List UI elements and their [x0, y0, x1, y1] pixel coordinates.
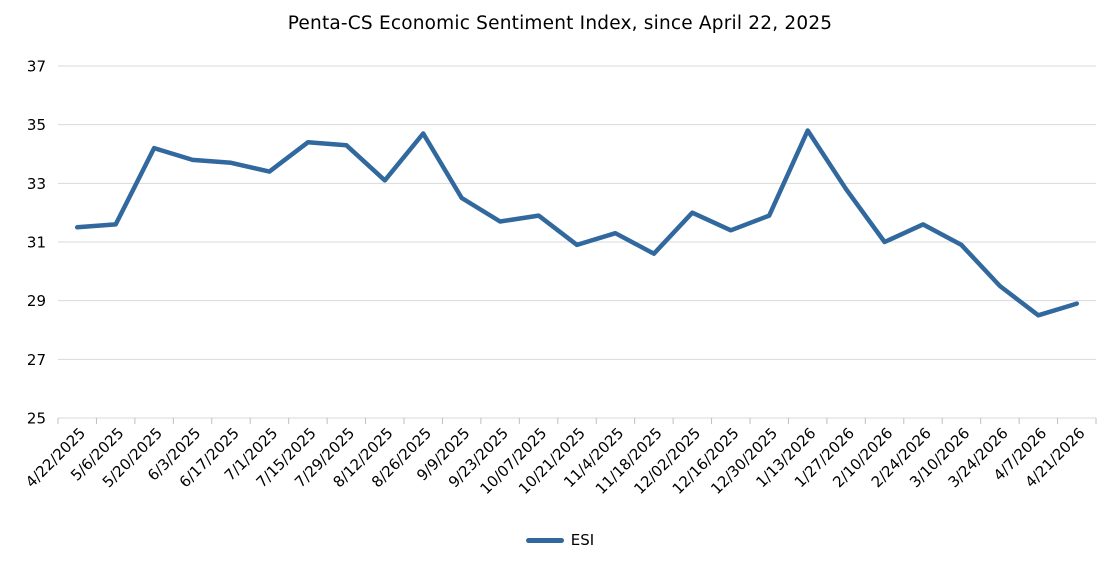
- y-axis-label: 25: [27, 410, 46, 428]
- legend-line-swatch: [525, 537, 564, 543]
- y-axis-label: 31: [27, 234, 46, 252]
- y-axis-label: 37: [27, 58, 46, 76]
- chart-legend: ESI: [0, 531, 1120, 549]
- y-axis-label: 35: [27, 116, 46, 134]
- y-axis-label: 27: [27, 351, 46, 369]
- y-axis-label: 33: [27, 175, 46, 193]
- y-axis-label: 29: [27, 292, 46, 310]
- series-line-esi: [74, 128, 1080, 318]
- legend-label: ESI: [570, 531, 595, 549]
- chart-title: Penta-CS Economic Sentiment Index, since…: [287, 13, 833, 34]
